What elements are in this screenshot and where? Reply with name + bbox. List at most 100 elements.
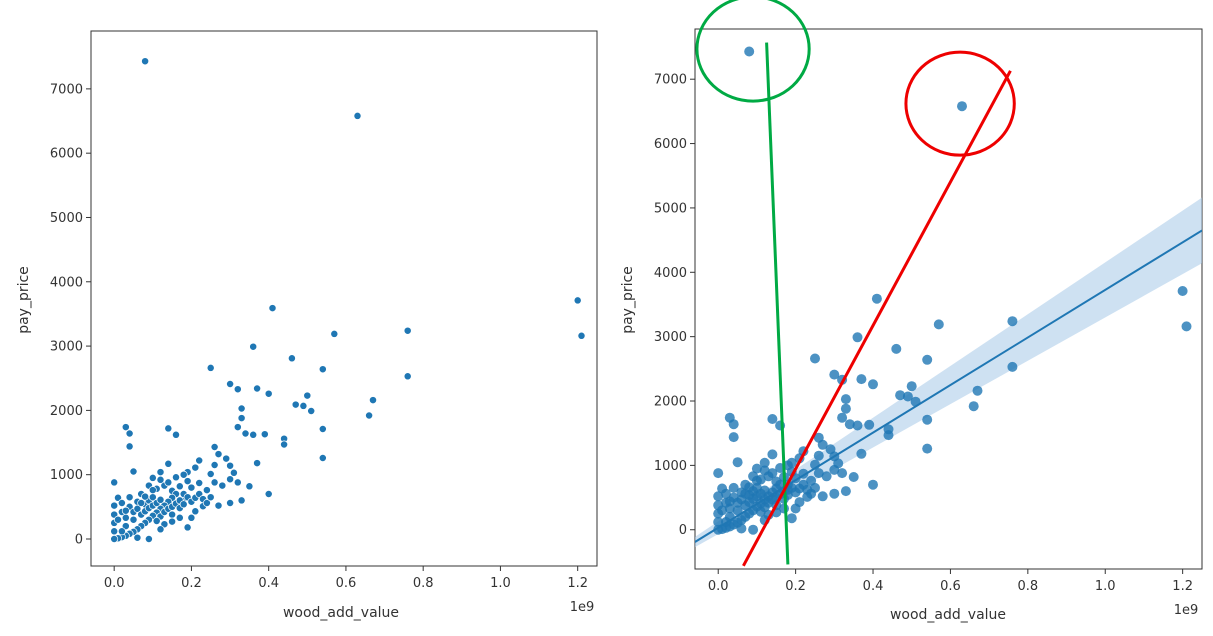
x-tick-label: 0.8 — [1017, 579, 1038, 594]
data-point — [137, 499, 146, 507]
data-point — [133, 504, 142, 513]
data-point — [1007, 316, 1018, 327]
data-point — [148, 486, 157, 495]
y-tick-label: 4000 — [654, 266, 687, 281]
data-point — [237, 496, 246, 505]
data-point — [1181, 321, 1192, 332]
data-point — [133, 533, 142, 542]
data-point — [852, 332, 863, 343]
data-point — [117, 499, 126, 507]
data-point — [141, 492, 150, 501]
data-point — [121, 506, 130, 515]
chart-right-y-ticks: 0 1000 2000 3000 4000 5000 6000 7000 — [654, 73, 695, 538]
data-point — [183, 523, 192, 532]
data-point — [214, 501, 223, 510]
data-point — [299, 401, 308, 410]
data-point — [125, 442, 134, 451]
data-point — [837, 412, 848, 423]
data-point — [191, 463, 200, 472]
data-point — [728, 419, 739, 430]
data-point — [110, 527, 119, 536]
data-point — [253, 384, 262, 393]
data-point — [249, 430, 258, 439]
data-point — [713, 491, 724, 502]
data-point — [125, 493, 134, 502]
y-tick-label: 6000 — [654, 137, 687, 152]
data-point — [840, 403, 851, 414]
regression-line — [695, 229, 1202, 543]
data-point — [817, 491, 828, 502]
data-point — [156, 495, 165, 504]
data-point — [222, 454, 231, 463]
data-point — [318, 365, 327, 374]
data-point — [968, 401, 979, 412]
data-point — [303, 391, 312, 400]
data-point — [280, 440, 289, 449]
x-tick-label: 1.2 — [1172, 579, 1193, 594]
data-point — [786, 513, 797, 524]
data-point — [191, 507, 200, 516]
x-tick-label: 0.6 — [336, 576, 357, 591]
data-point — [287, 354, 296, 363]
data-point — [233, 423, 242, 432]
y-tick-label: 1000 — [654, 459, 687, 474]
data-point — [237, 404, 246, 413]
chart-right: 0.0 0.2 0.4 0.6 0.8 1.0 1.2 0 1000 2000 3000 4000 5… — [620, 0, 1203, 623]
data-point — [226, 499, 235, 507]
data-point — [210, 461, 219, 469]
data-point — [732, 505, 743, 516]
data-point — [210, 443, 219, 451]
x-tick-label: 0.2 — [785, 579, 806, 594]
data-point — [156, 468, 165, 477]
green-annotation-line — [765, 42, 790, 565]
data-point — [214, 450, 223, 459]
data-point — [403, 326, 412, 335]
y-tick-label: 3000 — [50, 340, 83, 355]
data-point — [883, 430, 894, 441]
data-point — [759, 485, 770, 496]
data-point — [891, 343, 902, 354]
data-point — [721, 488, 731, 499]
y-tick-label: 1000 — [50, 468, 83, 483]
data-point — [821, 471, 832, 482]
x-tick-label: 0.0 — [708, 579, 729, 594]
x-tick-label: 0.4 — [863, 579, 884, 594]
data-point — [110, 535, 119, 543]
data-point — [403, 372, 412, 381]
data-point — [249, 342, 258, 351]
x-tick-label: 0.2 — [181, 576, 202, 591]
data-point — [856, 448, 867, 459]
data-point — [755, 506, 766, 517]
data-point — [172, 473, 180, 482]
chart-left-x-multiplier: 1e9 — [570, 600, 595, 615]
data-point — [318, 425, 327, 433]
y-tick-label: 5000 — [654, 201, 687, 216]
data-point — [229, 468, 238, 477]
data-point — [906, 381, 917, 392]
data-point — [744, 482, 755, 493]
data-point — [202, 499, 211, 507]
data-point — [307, 407, 316, 415]
data-point — [156, 525, 165, 534]
data-point — [852, 420, 863, 431]
data-point — [195, 479, 204, 487]
data-point — [172, 430, 180, 439]
data-point — [187, 513, 196, 522]
data-point — [164, 424, 173, 433]
data-point — [117, 527, 126, 536]
chart-left: 0.0 0.2 0.4 0.6 0.8 1.0 1.2 0 1000 2000 3000 4000 5… — [16, 30, 598, 621]
data-point — [121, 423, 130, 432]
data-point — [218, 481, 227, 490]
y-tick-label: 7000 — [654, 73, 687, 88]
data-point — [813, 468, 824, 479]
data-point — [253, 459, 262, 468]
data-point — [110, 478, 119, 487]
data-point — [148, 473, 157, 482]
data-point — [233, 385, 242, 394]
chart-right-x-ticks: 0.0 0.2 0.4 0.6 0.8 1.0 1.2 — [708, 569, 1193, 594]
green-annotation-circle — [695, 0, 811, 103]
data-point — [241, 429, 250, 438]
chart-right-x-axis-label: wood_add_value — [890, 607, 1006, 623]
data-point — [868, 379, 878, 390]
